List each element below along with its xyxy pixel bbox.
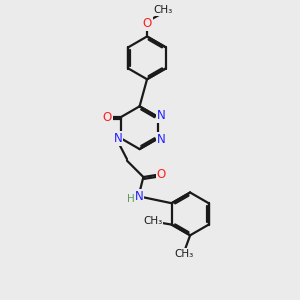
Text: H: H xyxy=(127,194,134,204)
Text: CH₃: CH₃ xyxy=(143,216,163,226)
Text: N: N xyxy=(157,133,166,146)
Text: N: N xyxy=(157,109,166,122)
Text: O: O xyxy=(142,17,152,30)
Text: O: O xyxy=(103,110,112,124)
Text: N: N xyxy=(134,190,143,203)
Text: O: O xyxy=(157,168,166,181)
Text: N: N xyxy=(114,132,122,145)
Text: CH₃: CH₃ xyxy=(153,5,172,15)
Text: CH₃: CH₃ xyxy=(174,249,193,259)
